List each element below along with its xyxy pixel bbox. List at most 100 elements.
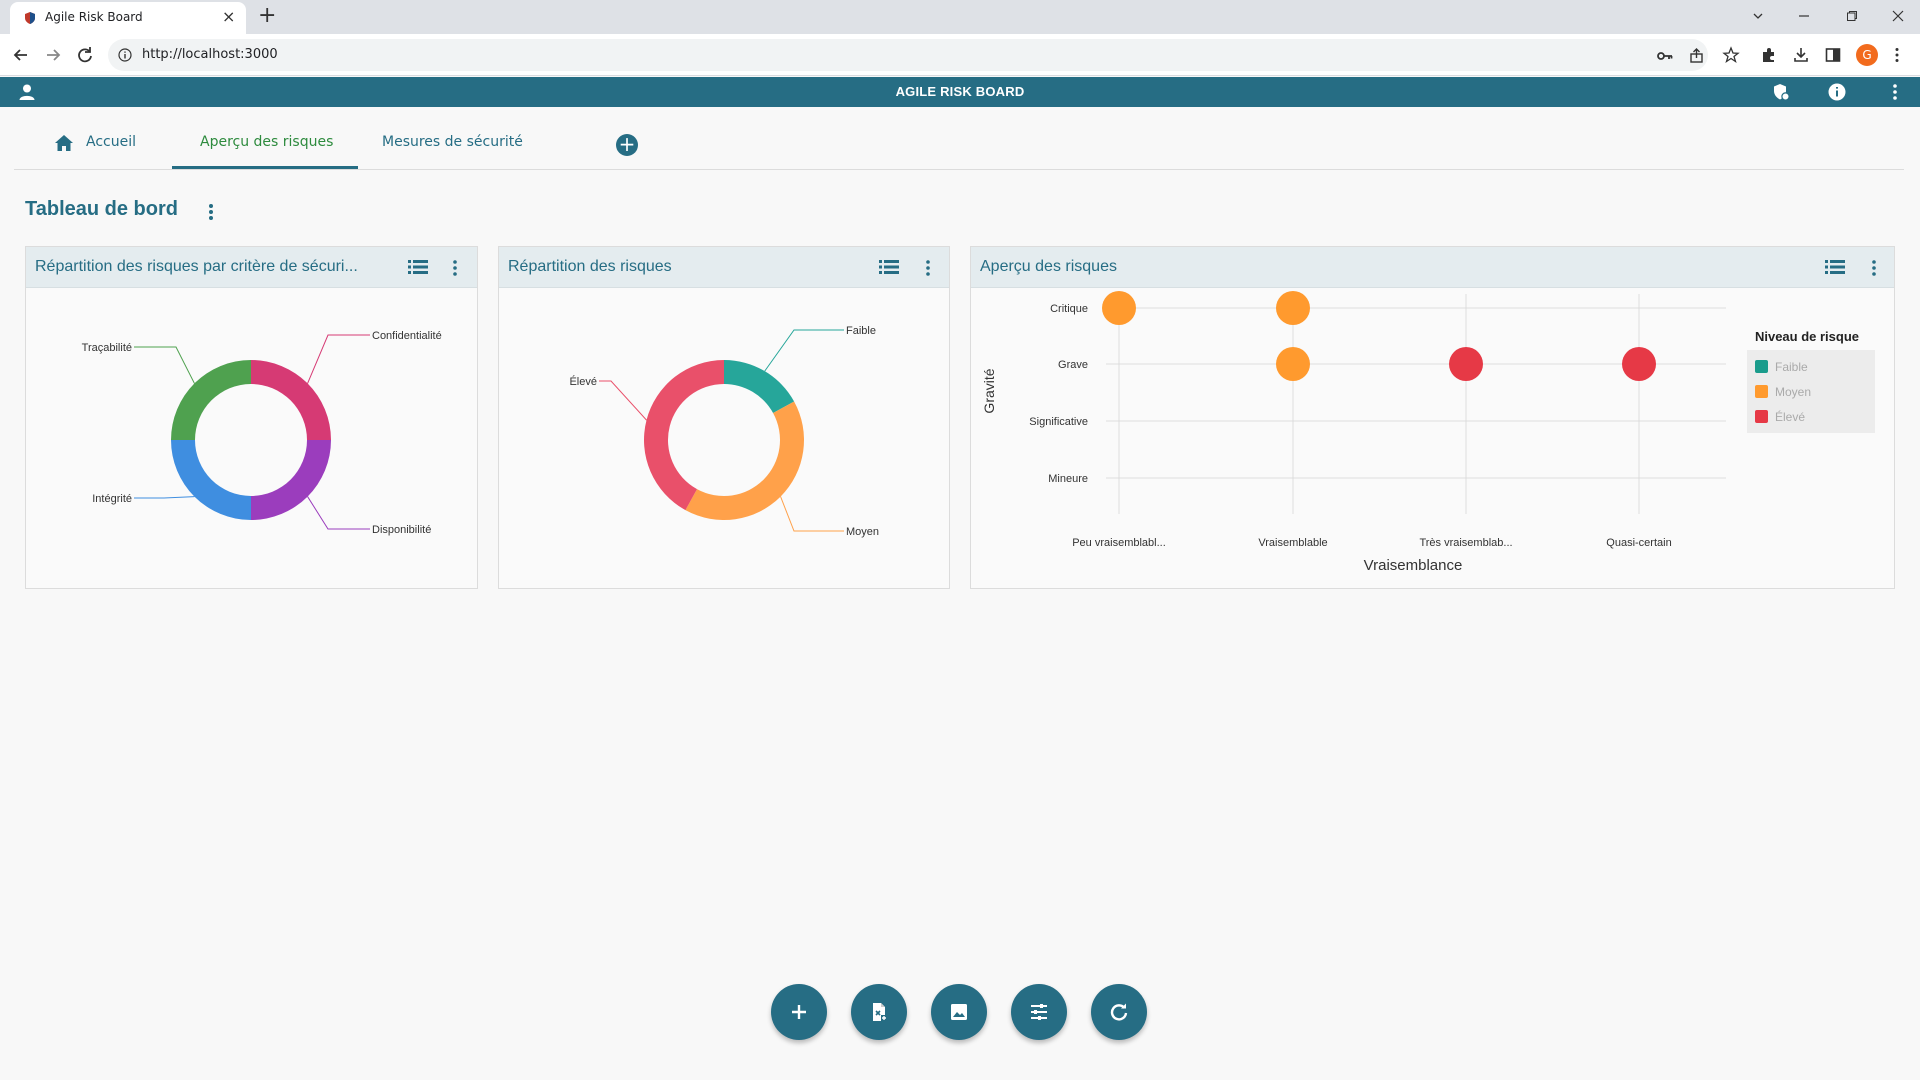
back-arrow-icon[interactable] bbox=[10, 44, 32, 66]
key-icon[interactable] bbox=[1656, 47, 1674, 65]
close-window-icon[interactable] bbox=[1880, 4, 1916, 28]
card-title: Répartition des risques par critère de s… bbox=[35, 258, 358, 275]
app-menu-icon[interactable] bbox=[1886, 83, 1904, 101]
donut-slice[interactable] bbox=[644, 360, 724, 511]
donut-leader-line bbox=[764, 329, 844, 372]
donut-label: Disponibilité bbox=[372, 524, 431, 536]
download-icon[interactable] bbox=[1792, 46, 1810, 64]
legend-item-moyen[interactable]: Moyen bbox=[1753, 379, 1869, 404]
site-info-icon[interactable] bbox=[118, 48, 132, 62]
page-title: Tableau de bord bbox=[25, 198, 178, 220]
tab-apercu-des-risques[interactable]: Aperçu des risques bbox=[172, 126, 358, 170]
card-header: Répartition des risques bbox=[499, 247, 949, 288]
risk-point[interactable] bbox=[1622, 347, 1656, 381]
donut-label: Faible bbox=[846, 325, 876, 337]
donut-slice[interactable] bbox=[724, 360, 795, 414]
minimize-icon[interactable] bbox=[1786, 4, 1822, 28]
risk-point[interactable] bbox=[1449, 347, 1483, 381]
donut-slice[interactable] bbox=[251, 360, 331, 440]
risk-point[interactable] bbox=[1276, 291, 1310, 325]
card-risk-distribution-donut: Répartition des risques Faible Moyen Élevé bbox=[498, 246, 950, 589]
browser-menu-icon[interactable] bbox=[1888, 46, 1906, 64]
chart-legend: Niveau de risque Faible Moyen Élevé bbox=[1737, 329, 1877, 433]
y-tick-label: Grave bbox=[1058, 359, 1088, 371]
legend-label: Faible bbox=[1775, 360, 1808, 374]
add-tab-button[interactable]: + bbox=[616, 134, 638, 156]
y-tick-label: Significative bbox=[1029, 416, 1088, 428]
legend-label: Élevé bbox=[1775, 410, 1806, 424]
risk-point[interactable] bbox=[1276, 347, 1310, 381]
card-risk-overview-matrix: Aperçu des risques Mineure Significative G… bbox=[970, 246, 1895, 589]
donut-slice[interactable] bbox=[171, 360, 251, 440]
browser-toolbar: http://localhost:3000 G bbox=[0, 34, 1920, 76]
x-tick-label: Vraisemblable bbox=[1258, 537, 1327, 549]
donut-slice[interactable] bbox=[171, 440, 251, 520]
security-shield-icon[interactable] bbox=[1772, 83, 1790, 101]
list-view-icon[interactable] bbox=[879, 259, 899, 275]
reload-icon[interactable] bbox=[74, 44, 96, 66]
tab-accueil[interactable]: Accueil bbox=[74, 126, 164, 170]
tab-label: Accueil bbox=[86, 134, 136, 150]
app-header: AGILE RISK BOARD bbox=[0, 77, 1920, 107]
shield-favicon-icon bbox=[25, 12, 35, 24]
new-tab-icon[interactable]: + bbox=[258, 3, 277, 28]
legend-swatch bbox=[1755, 410, 1768, 423]
add-icon bbox=[792, 1005, 806, 1019]
donut-leader-line bbox=[134, 496, 195, 499]
donut-label: Élevé bbox=[569, 375, 597, 388]
file-export-icon bbox=[873, 1003, 887, 1021]
restore-icon[interactable] bbox=[1834, 4, 1870, 28]
add-risk-button[interactable] bbox=[771, 984, 827, 1040]
user-icon[interactable] bbox=[18, 83, 36, 101]
export-file-button[interactable] bbox=[851, 984, 907, 1040]
card-header: Répartition des risques par critère de s… bbox=[26, 247, 477, 288]
donut-leader-line bbox=[134, 346, 195, 384]
card-menu-icon[interactable] bbox=[450, 259, 460, 277]
tab-search-chevron-icon[interactable] bbox=[1740, 4, 1776, 28]
risk-point[interactable] bbox=[1102, 291, 1136, 325]
donut-slice[interactable] bbox=[685, 401, 804, 520]
browser-tab-title: Agile Risk Board bbox=[45, 10, 143, 24]
card-menu-icon[interactable] bbox=[923, 259, 933, 277]
list-view-icon[interactable] bbox=[408, 259, 428, 275]
url-text: http://localhost:3000 bbox=[142, 47, 278, 62]
card-title: Répartition des risques bbox=[508, 258, 672, 275]
active-tab-indicator bbox=[172, 166, 358, 169]
page-menu-icon[interactable] bbox=[204, 202, 218, 222]
share-icon[interactable] bbox=[1688, 47, 1706, 65]
tab-label: Aperçu des risques bbox=[200, 134, 334, 150]
legend-title: Niveau de risque bbox=[1754, 329, 1860, 344]
list-view-icon[interactable] bbox=[1825, 259, 1845, 275]
export-image-button[interactable] bbox=[931, 984, 987, 1040]
bookmark-star-icon[interactable] bbox=[1722, 46, 1740, 64]
close-tab-icon[interactable]: × bbox=[222, 7, 236, 26]
card-menu-icon[interactable] bbox=[1869, 259, 1879, 277]
legend-swatch bbox=[1755, 385, 1768, 398]
image-icon bbox=[951, 1004, 967, 1020]
donut-slice[interactable] bbox=[251, 440, 331, 520]
card-criteria-donut: Répartition des risques par critère de s… bbox=[25, 246, 478, 589]
legend-item-faible[interactable]: Faible bbox=[1753, 354, 1869, 379]
tab-label: Mesures de sécurité bbox=[382, 134, 523, 150]
y-tick-label: Critique bbox=[1050, 303, 1088, 315]
refresh-button[interactable] bbox=[1091, 984, 1147, 1040]
profile-avatar[interactable]: G bbox=[1856, 44, 1878, 66]
info-icon[interactable] bbox=[1828, 83, 1846, 101]
legend-item-eleve[interactable]: Élevé bbox=[1753, 404, 1869, 429]
app-title: AGILE RISK BOARD bbox=[895, 84, 1025, 99]
card-header: Aperçu des risques bbox=[971, 247, 1894, 288]
donut-leader-line bbox=[307, 334, 370, 384]
donut-label: Confidentialité bbox=[372, 330, 442, 342]
extensions-puzzle-icon[interactable] bbox=[1760, 46, 1778, 64]
donut-label: Moyen bbox=[846, 526, 879, 538]
side-panel-icon[interactable] bbox=[1824, 46, 1842, 64]
donut-label: Traçabilité bbox=[82, 342, 132, 354]
y-axis-title: Gravité bbox=[981, 368, 997, 413]
browser-tab[interactable]: Agile Risk Board × bbox=[10, 2, 246, 34]
settings-button[interactable] bbox=[1011, 984, 1067, 1040]
forward-arrow-icon[interactable] bbox=[42, 44, 64, 66]
address-bar[interactable]: http://localhost:3000 bbox=[108, 39, 1708, 71]
legend-box: Faible Moyen Élevé bbox=[1747, 350, 1875, 433]
tab-mesures-de-securite[interactable]: Mesures de sécurité bbox=[374, 126, 554, 170]
legend-label: Moyen bbox=[1775, 385, 1812, 399]
